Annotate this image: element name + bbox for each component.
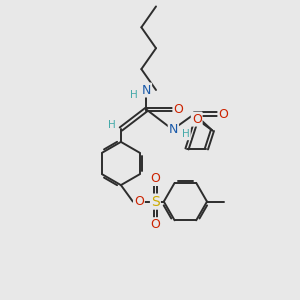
Text: N: N: [169, 122, 178, 136]
Text: O: O: [151, 218, 160, 231]
Text: O: O: [219, 107, 228, 121]
Text: H: H: [130, 90, 138, 100]
Text: O: O: [174, 103, 183, 116]
Text: O: O: [134, 195, 144, 208]
Text: H: H: [182, 129, 190, 140]
Text: N: N: [142, 83, 151, 97]
Text: O: O: [192, 112, 202, 126]
Text: S: S: [151, 195, 160, 208]
Text: O: O: [151, 172, 160, 185]
Text: H: H: [108, 120, 116, 130]
